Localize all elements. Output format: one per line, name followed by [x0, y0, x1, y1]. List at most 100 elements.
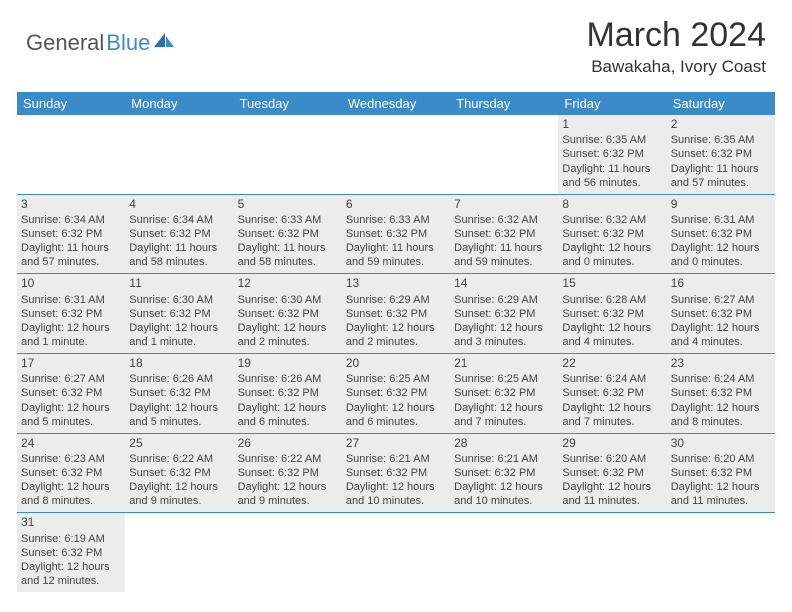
location-subtitle: Bawakaha, Ivory Coast	[586, 57, 766, 77]
calendar-day-cell: 16Sunrise: 6:27 AMSunset: 6:32 PMDayligh…	[667, 274, 775, 354]
daylight-text: and 2 minutes.	[238, 335, 338, 349]
calendar-day-header: Sunday	[17, 92, 125, 115]
daylight-text: and 2 minutes.	[346, 335, 446, 349]
header: General Blue March 2024 Bawakaha, Ivory …	[0, 0, 792, 92]
daylight-text: and 4 minutes.	[562, 335, 662, 349]
sunset-text: Sunset: 6:32 PM	[129, 227, 229, 241]
sunrise-text: Sunrise: 6:32 AM	[562, 213, 662, 227]
sunrise-text: Sunrise: 6:22 AM	[238, 452, 338, 466]
day-number: 20	[346, 356, 446, 371]
daylight-text: and 9 minutes.	[129, 494, 229, 508]
daylight-text: and 10 minutes.	[454, 494, 554, 508]
sunset-text: Sunset: 6:32 PM	[129, 386, 229, 400]
day-number: 3	[21, 197, 121, 212]
sunrise-text: Sunrise: 6:33 AM	[238, 213, 338, 227]
daylight-text: and 7 minutes.	[454, 415, 554, 429]
calendar-day-cell: 19Sunrise: 6:26 AMSunset: 6:32 PMDayligh…	[234, 354, 342, 434]
daylight-text: Daylight: 12 hours	[21, 560, 121, 574]
calendar-week-row: 31Sunrise: 6:19 AMSunset: 6:32 PMDayligh…	[17, 513, 775, 592]
sunset-text: Sunset: 6:32 PM	[346, 466, 446, 480]
daylight-text: and 0 minutes.	[671, 255, 771, 269]
daylight-text: Daylight: 12 hours	[238, 401, 338, 415]
day-number: 11	[129, 276, 229, 291]
calendar-day-cell: 29Sunrise: 6:20 AMSunset: 6:32 PMDayligh…	[558, 433, 666, 513]
sunrise-text: Sunrise: 6:20 AM	[671, 452, 771, 466]
sunset-text: Sunset: 6:32 PM	[562, 307, 662, 321]
calendar-day-cell: 22Sunrise: 6:24 AMSunset: 6:32 PMDayligh…	[558, 354, 666, 434]
sunset-text: Sunset: 6:32 PM	[21, 546, 121, 560]
daylight-text: Daylight: 12 hours	[21, 480, 121, 494]
sunset-text: Sunset: 6:32 PM	[346, 386, 446, 400]
sunset-text: Sunset: 6:32 PM	[21, 227, 121, 241]
calendar-empty-cell	[342, 513, 450, 592]
daylight-text: Daylight: 11 hours	[21, 241, 121, 255]
daylight-text: Daylight: 12 hours	[346, 321, 446, 335]
sunset-text: Sunset: 6:32 PM	[454, 227, 554, 241]
day-number: 15	[562, 276, 662, 291]
daylight-text: and 0 minutes.	[562, 255, 662, 269]
sunset-text: Sunset: 6:32 PM	[129, 307, 229, 321]
calendar-day-cell: 27Sunrise: 6:21 AMSunset: 6:32 PMDayligh…	[342, 433, 450, 513]
daylight-text: and 11 minutes.	[562, 494, 662, 508]
daylight-text: and 8 minutes.	[671, 415, 771, 429]
daylight-text: and 59 minutes.	[454, 255, 554, 269]
calendar-day-cell: 18Sunrise: 6:26 AMSunset: 6:32 PMDayligh…	[125, 354, 233, 434]
day-number: 19	[238, 356, 338, 371]
calendar-day-cell: 17Sunrise: 6:27 AMSunset: 6:32 PMDayligh…	[17, 354, 125, 434]
sunrise-text: Sunrise: 6:30 AM	[129, 293, 229, 307]
day-number: 13	[346, 276, 446, 291]
daylight-text: Daylight: 11 hours	[129, 241, 229, 255]
calendar-table: SundayMondayTuesdayWednesdayThursdayFrid…	[17, 92, 775, 592]
sunset-text: Sunset: 6:32 PM	[671, 307, 771, 321]
day-number: 26	[238, 436, 338, 451]
calendar-day-cell: 7Sunrise: 6:32 AMSunset: 6:32 PMDaylight…	[450, 194, 558, 274]
sunrise-text: Sunrise: 6:21 AM	[346, 452, 446, 466]
sunrise-text: Sunrise: 6:27 AM	[671, 293, 771, 307]
sunrise-text: Sunrise: 6:25 AM	[346, 372, 446, 386]
calendar-empty-cell	[125, 115, 233, 194]
sunset-text: Sunset: 6:32 PM	[562, 147, 662, 161]
day-number: 22	[562, 356, 662, 371]
calendar-empty-cell	[450, 115, 558, 194]
day-number: 9	[671, 197, 771, 212]
calendar-day-cell: 12Sunrise: 6:30 AMSunset: 6:32 PMDayligh…	[234, 274, 342, 354]
page-title: March 2024	[586, 16, 766, 55]
daylight-text: Daylight: 12 hours	[671, 401, 771, 415]
day-number: 1	[562, 117, 662, 132]
sunrise-text: Sunrise: 6:32 AM	[454, 213, 554, 227]
calendar-week-row: 3Sunrise: 6:34 AMSunset: 6:32 PMDaylight…	[17, 194, 775, 274]
day-number: 7	[454, 197, 554, 212]
daylight-text: Daylight: 12 hours	[129, 480, 229, 494]
calendar-day-header: Saturday	[667, 92, 775, 115]
sunrise-text: Sunrise: 6:34 AM	[21, 213, 121, 227]
daylight-text: Daylight: 11 hours	[454, 241, 554, 255]
calendar-empty-cell	[450, 513, 558, 592]
calendar-day-cell: 23Sunrise: 6:24 AMSunset: 6:32 PMDayligh…	[667, 354, 775, 434]
daylight-text: and 3 minutes.	[454, 335, 554, 349]
day-number: 12	[238, 276, 338, 291]
day-number: 16	[671, 276, 771, 291]
daylight-text: and 1 minute.	[129, 335, 229, 349]
calendar-day-cell: 24Sunrise: 6:23 AMSunset: 6:32 PMDayligh…	[17, 433, 125, 513]
sunrise-text: Sunrise: 6:25 AM	[454, 372, 554, 386]
calendar-day-cell: 1Sunrise: 6:35 AMSunset: 6:32 PMDaylight…	[558, 115, 666, 194]
day-number: 14	[454, 276, 554, 291]
sunset-text: Sunset: 6:32 PM	[671, 466, 771, 480]
calendar-day-cell: 9Sunrise: 6:31 AMSunset: 6:32 PMDaylight…	[667, 194, 775, 274]
daylight-text: and 11 minutes.	[671, 494, 771, 508]
daylight-text: Daylight: 12 hours	[671, 241, 771, 255]
calendar-day-cell: 14Sunrise: 6:29 AMSunset: 6:32 PMDayligh…	[450, 274, 558, 354]
calendar-day-cell: 21Sunrise: 6:25 AMSunset: 6:32 PMDayligh…	[450, 354, 558, 434]
logo-text-blue: Blue	[106, 30, 150, 56]
sunrise-text: Sunrise: 6:19 AM	[21, 532, 121, 546]
daylight-text: Daylight: 12 hours	[671, 480, 771, 494]
daylight-text: and 10 minutes.	[346, 494, 446, 508]
sunrise-text: Sunrise: 6:24 AM	[671, 372, 771, 386]
daylight-text: Daylight: 12 hours	[238, 321, 338, 335]
title-block: March 2024 Bawakaha, Ivory Coast	[586, 16, 766, 77]
calendar-header-row: SundayMondayTuesdayWednesdayThursdayFrid…	[17, 92, 775, 115]
daylight-text: and 59 minutes.	[346, 255, 446, 269]
calendar-day-cell: 6Sunrise: 6:33 AMSunset: 6:32 PMDaylight…	[342, 194, 450, 274]
daylight-text: and 6 minutes.	[346, 415, 446, 429]
sunset-text: Sunset: 6:32 PM	[562, 386, 662, 400]
